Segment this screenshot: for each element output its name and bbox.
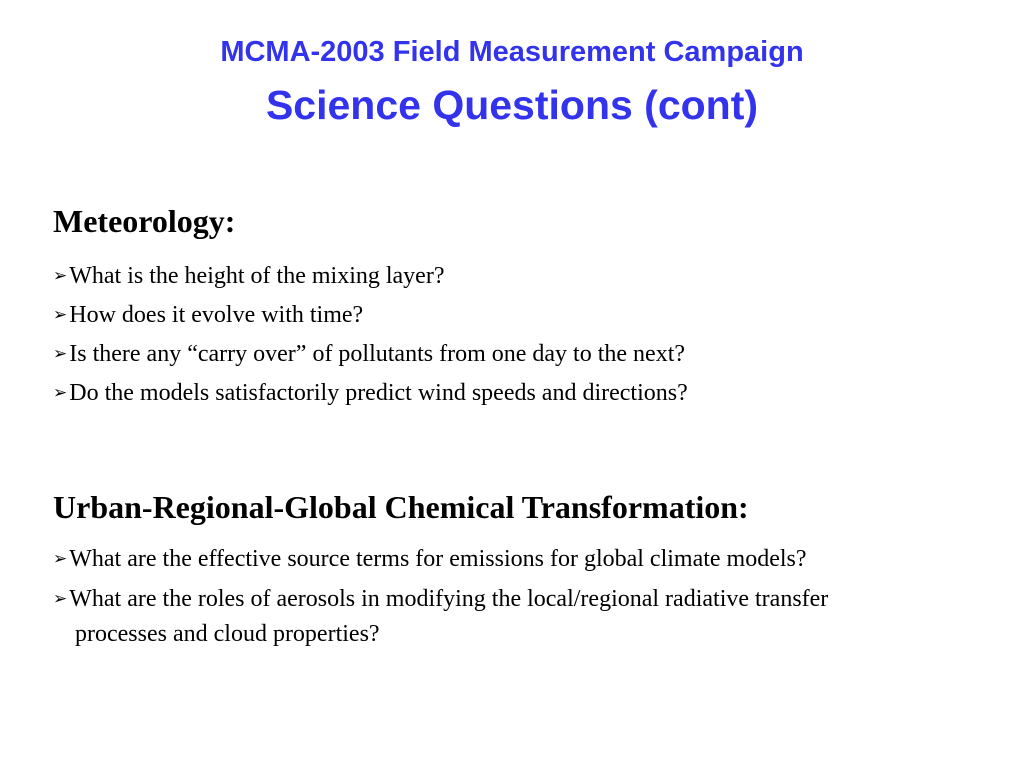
- bullet-continuation: processes and cloud properties?: [75, 621, 380, 647]
- arrowhead-bullet-icon: ➢: [53, 383, 68, 402]
- arrowhead-bullet-icon: ➢: [53, 266, 68, 285]
- slide-title: MCMA-2003 Field Measurement Campaign: [220, 36, 804, 68]
- bullet-item: ➢What are the effective source terms for…: [53, 546, 807, 572]
- slide-subtitle: Science Questions (cont): [265, 82, 759, 128]
- bullet-item: ➢What are the roles of aerosols in modif…: [53, 586, 829, 612]
- section-heading-meteorology: Meteorology:: [53, 203, 236, 239]
- bullet-item: ➢Do the models satisfactorily predict wi…: [53, 380, 688, 406]
- bullet-item: ➢Is there any “carry over” of pollutants…: [53, 341, 686, 367]
- bullet-item: ➢What is the height of the mixing layer?: [53, 263, 445, 289]
- bullet-item: ➢How does it evolve with time?: [53, 302, 364, 328]
- arrowhead-bullet-icon: ➢: [53, 305, 68, 324]
- arrowhead-bullet-icon: ➢: [53, 344, 68, 363]
- arrowhead-bullet-icon: ➢: [53, 549, 68, 568]
- section-heading-chemical-transformation: Urban-Regional-Global Chemical Transform…: [53, 489, 749, 525]
- arrowhead-bullet-icon: ➢: [53, 589, 68, 608]
